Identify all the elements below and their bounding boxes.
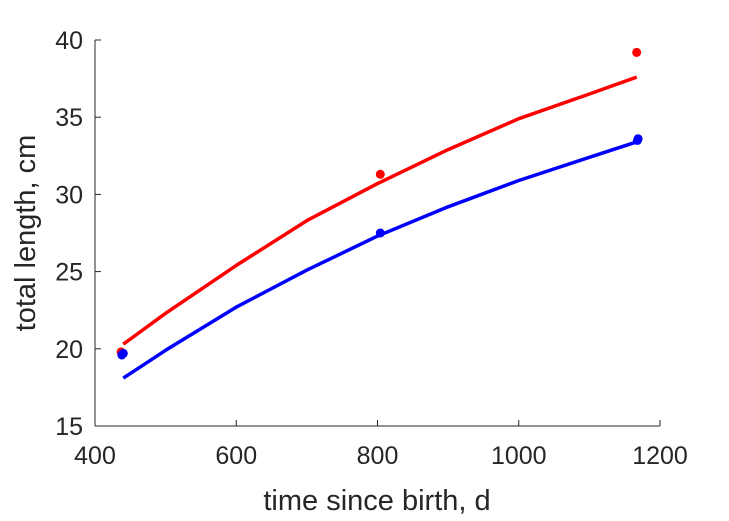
y-tick-label: 40	[55, 27, 83, 55]
series-1	[116, 47, 642, 357]
series-2-data-point	[118, 348, 128, 358]
series-1-data-point	[375, 169, 385, 179]
y-tick-label: 35	[55, 104, 83, 132]
y-tick-label: 15	[55, 413, 83, 441]
y-tick-label: 25	[55, 259, 83, 287]
x-axis-title: time since birth, d	[263, 485, 490, 517]
y-tick-label: 20	[55, 336, 83, 364]
x-tick-label: 400	[74, 442, 116, 470]
x-tick-label: 600	[215, 442, 257, 470]
series-2	[117, 134, 643, 380]
series-2-data-point	[633, 134, 643, 144]
y-axis-title: total length, cm	[10, 135, 42, 332]
series-2-data-point	[375, 228, 385, 238]
series-1-data-point	[632, 47, 642, 57]
x-tick-label: 1000	[491, 442, 547, 470]
series-1-fit-line	[122, 75, 638, 346]
series-layer	[116, 47, 643, 380]
x-tick-label: 800	[357, 442, 399, 470]
axes: 400 600 800 1000 1200 15 20 25 30 35 40	[55, 27, 688, 470]
x-tick-label: 1200	[632, 442, 688, 470]
y-tick-label: 30	[55, 181, 83, 209]
